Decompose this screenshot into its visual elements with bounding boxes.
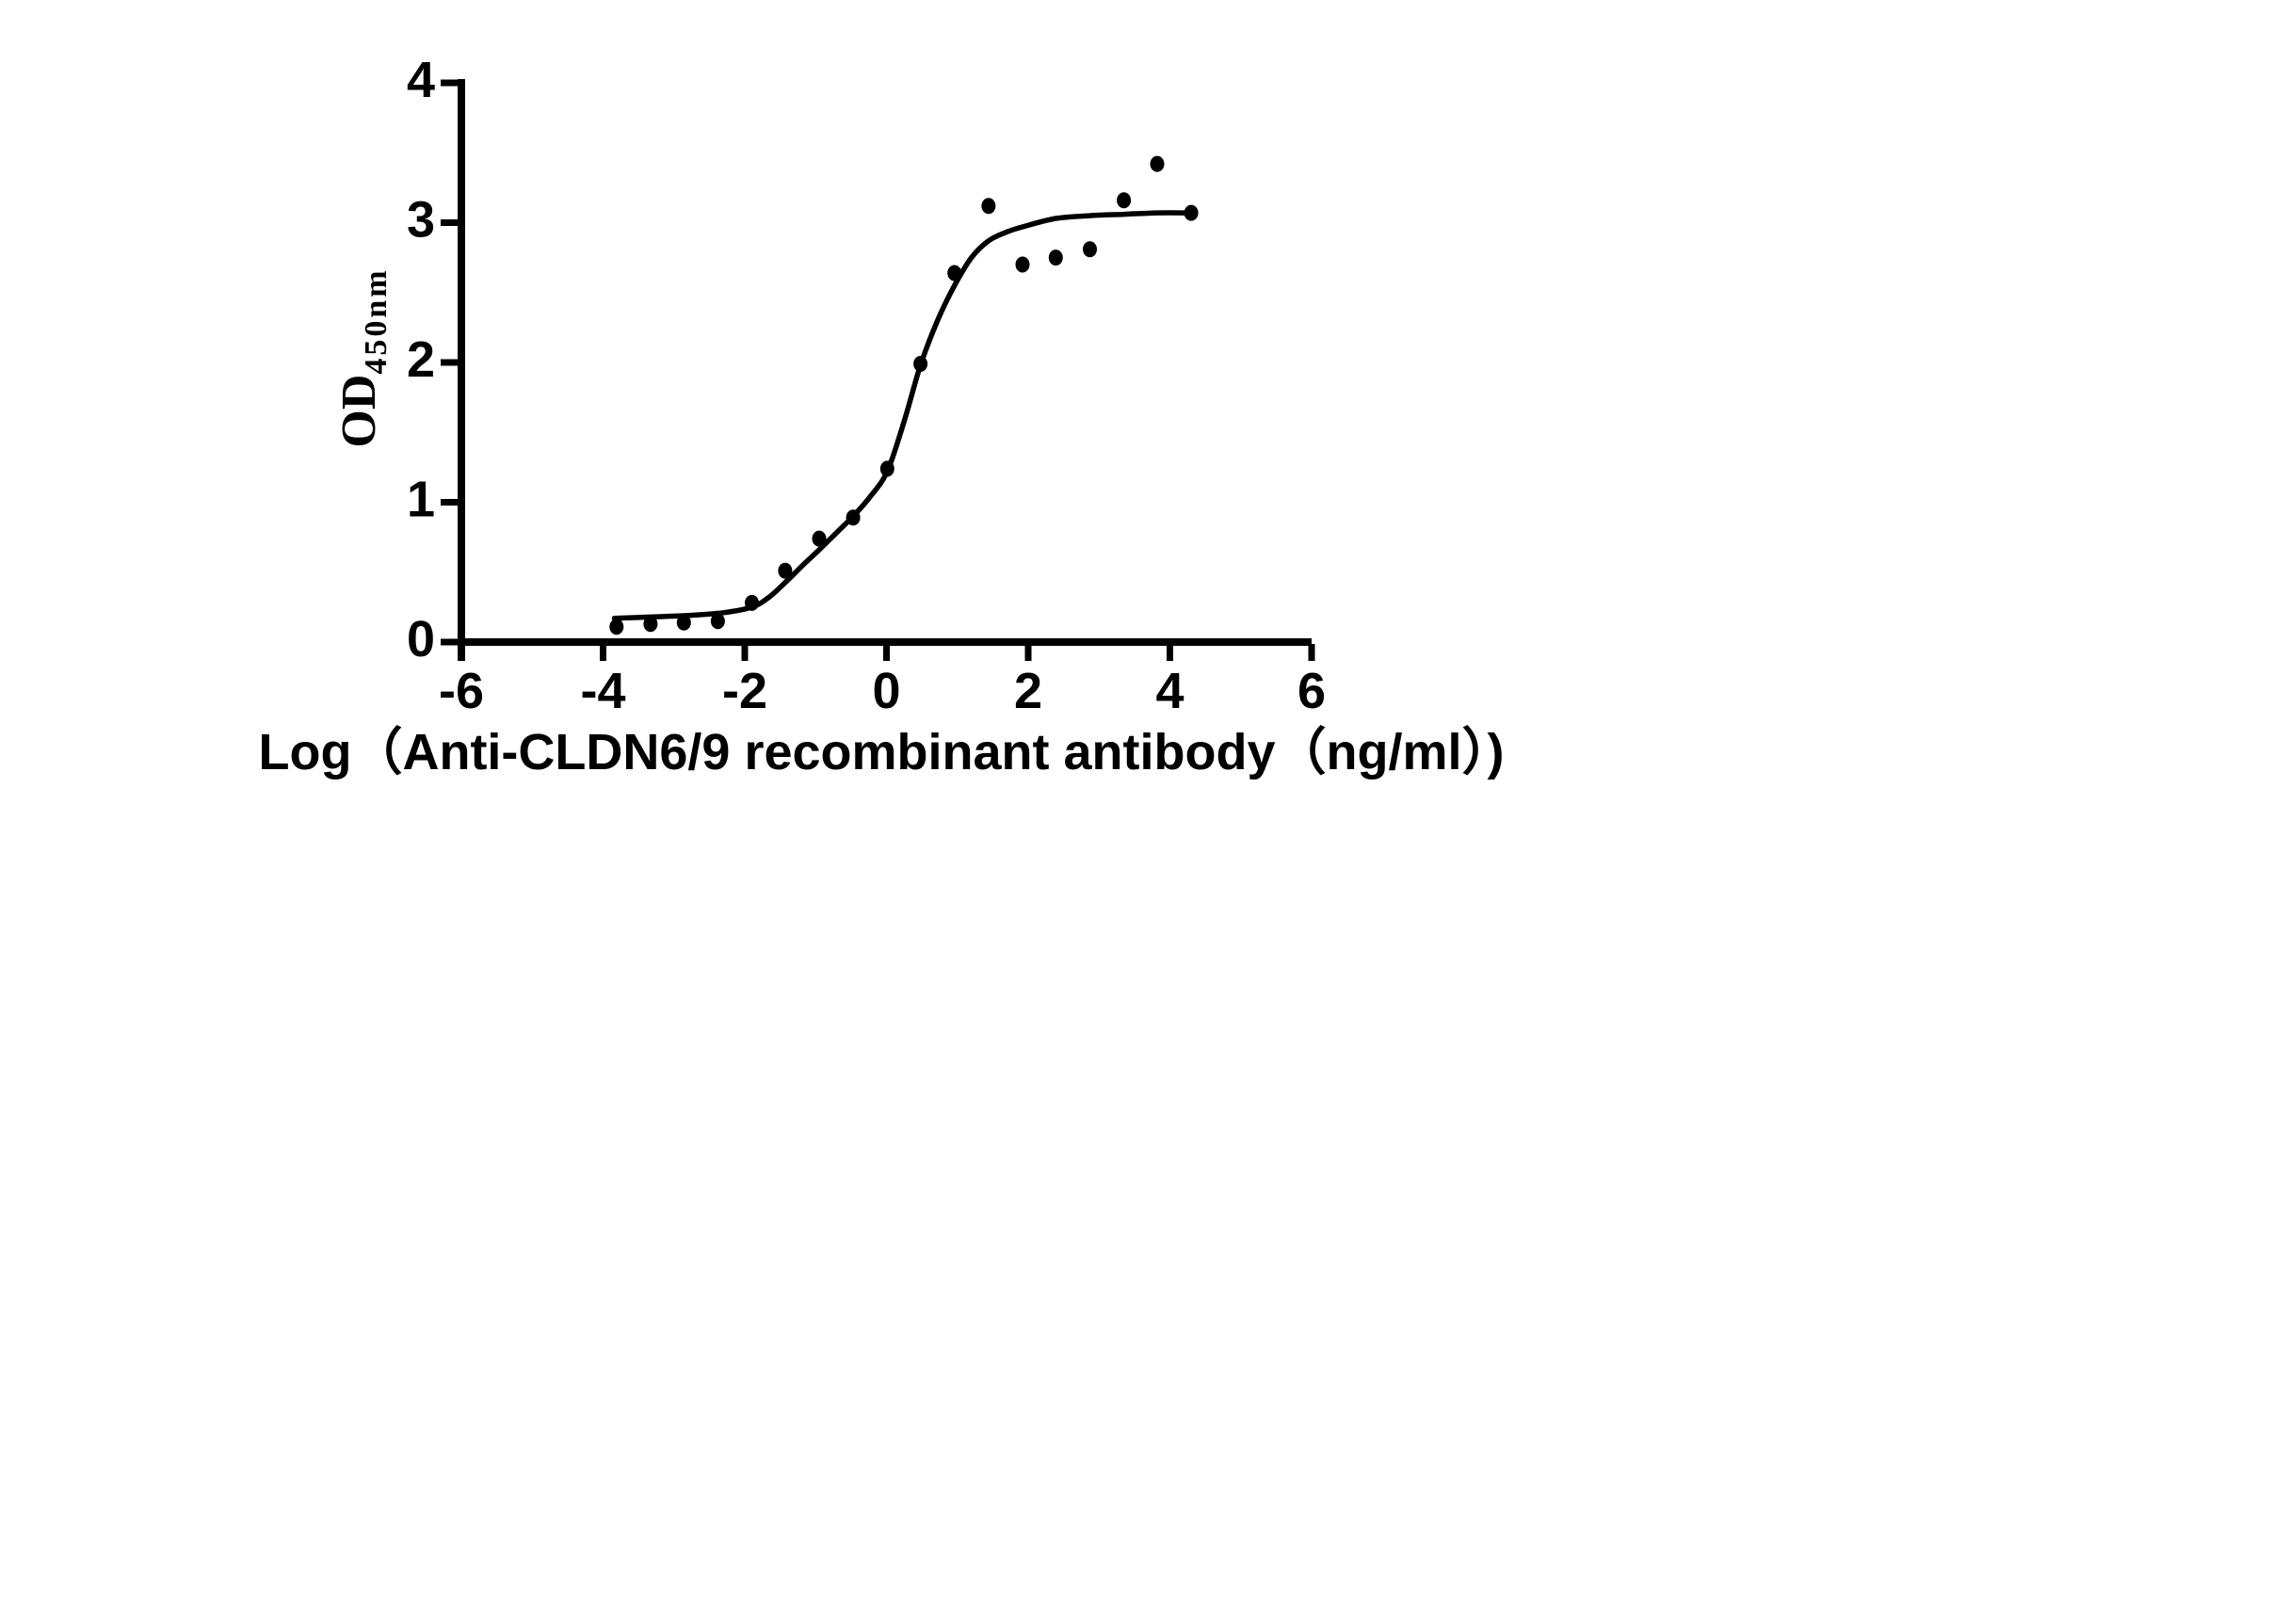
data-point — [981, 198, 996, 215]
data-point — [778, 562, 793, 579]
data-point — [710, 613, 725, 630]
data-points — [609, 155, 1199, 635]
data-point — [812, 530, 827, 547]
data-point — [676, 614, 691, 631]
data-point — [1184, 204, 1199, 221]
data-point — [1117, 192, 1132, 209]
data-point — [913, 356, 928, 372]
x-tick-label: -4 — [580, 663, 625, 719]
x-tick-label: -6 — [439, 663, 484, 719]
x-tick-label: -2 — [722, 663, 767, 719]
y-tick-label: 2 — [407, 331, 435, 388]
x-tick-label: 0 — [872, 663, 900, 719]
data-point — [609, 619, 624, 635]
y-tick-label: 4 — [407, 52, 435, 108]
data-point — [643, 616, 658, 633]
data-point — [1015, 256, 1030, 273]
y-axis-ticks: 0 1 2 3 4 — [407, 52, 458, 667]
data-point — [745, 594, 759, 611]
y-tick-label: 0 — [407, 611, 435, 667]
data-point — [1150, 155, 1165, 172]
x-axis-title: Log（Anti-CLDN6/9 recombinant antibody（ng… — [259, 724, 1505, 780]
y-tick-label: 1 — [407, 472, 435, 528]
data-point — [879, 460, 894, 477]
y-tick-label: 3 — [407, 192, 435, 249]
data-point — [1048, 249, 1063, 266]
y-axis-title: OD450nm — [332, 267, 394, 447]
axes — [458, 79, 1312, 661]
data-point — [947, 265, 962, 281]
x-tick-label: 2 — [1014, 663, 1042, 719]
y-axis-title-subscript: 450nm — [359, 267, 394, 374]
data-point — [1083, 241, 1097, 258]
x-axis-ticks: -6 -4 -2 0 2 4 6 — [439, 644, 1326, 719]
x-tick-label: 6 — [1297, 663, 1326, 719]
x-tick-label: 4 — [1155, 663, 1184, 719]
data-point — [846, 509, 861, 526]
fit-curve — [611, 210, 1194, 621]
y-axis-title-main: OD — [332, 375, 386, 448]
